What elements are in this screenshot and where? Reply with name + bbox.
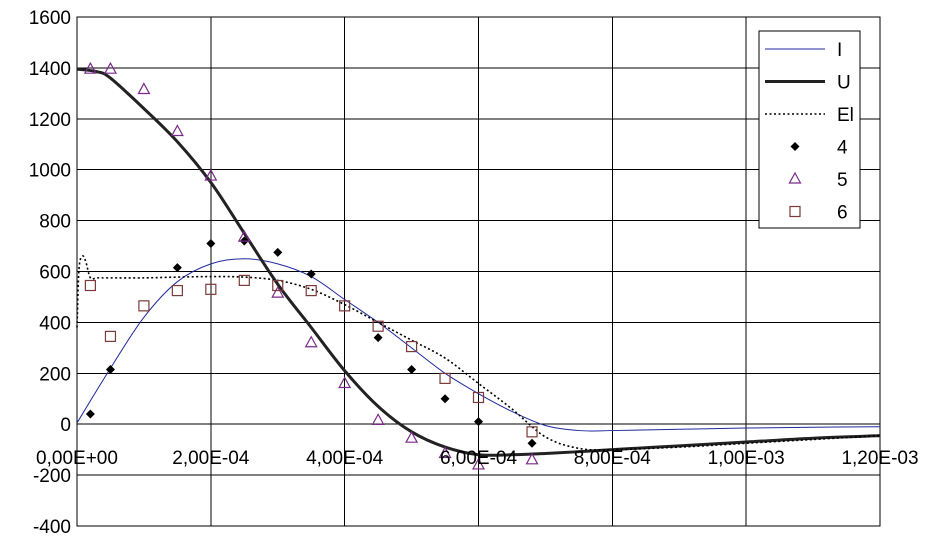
- legend-swatch: [790, 142, 800, 151]
- y-tick-label: 1400: [29, 59, 71, 80]
- data-point: [206, 239, 216, 249]
- data-point: [104, 330, 117, 342]
- data-point: [405, 430, 419, 443]
- x-tick-label: 0,00E+00: [36, 448, 118, 469]
- data-point: [138, 300, 150, 312]
- data-point: [204, 168, 218, 181]
- plot-border: [76, 16, 881, 527]
- legend-label: I: [837, 40, 842, 61]
- legend-label: 6: [837, 203, 848, 224]
- data-point: [103, 61, 117, 74]
- series-5: [83, 61, 539, 470]
- data-point: [237, 229, 251, 242]
- y-tick-label: 200: [39, 364, 71, 385]
- y-tick-label: 400: [39, 313, 71, 334]
- data-point: [338, 376, 352, 389]
- data-point: [474, 417, 483, 427]
- data-point: [83, 61, 97, 74]
- y-tick-label: 1600: [29, 8, 71, 29]
- grid: [76, 16, 881, 527]
- data-point: [105, 364, 115, 374]
- series-6: [84, 274, 538, 438]
- series-4: [85, 236, 537, 448]
- x-tick-label: 1,20E-03: [841, 448, 918, 469]
- y-tick-label: -200: [33, 466, 71, 487]
- x-tick-label: 8,00E-04: [574, 448, 652, 469]
- data-point: [339, 300, 351, 312]
- data-point: [272, 279, 284, 292]
- x-tick-label: 2,00E-04: [172, 448, 250, 469]
- data-point: [525, 452, 539, 465]
- data-point: [273, 247, 283, 257]
- data-point: [170, 124, 184, 137]
- legend-swatch: [789, 205, 801, 218]
- series-U: [76, 67, 881, 457]
- data-point: [527, 438, 537, 448]
- tick-labels: 1600 1400 1200 1000 800 600 400 200 0 -200 -400 0,0…: [29, 8, 919, 538]
- y-tick-label: 1200: [29, 110, 71, 131]
- legend-box: [758, 30, 861, 229]
- legend-item: U: [765, 73, 851, 94]
- legend-swatch: [788, 171, 802, 184]
- data-point: [271, 285, 285, 298]
- data-point: [205, 283, 217, 295]
- series-layer: [76, 61, 881, 470]
- x-tick-label: 4,00E-04: [306, 448, 384, 469]
- x-tick-label: 6,00E-04: [440, 448, 518, 469]
- legend-item: 4: [790, 138, 848, 159]
- data-point: [471, 457, 486, 470]
- data-point: [305, 284, 317, 297]
- data-point: [85, 409, 95, 419]
- data-point: [306, 269, 316, 279]
- legend-label: 4: [837, 138, 848, 159]
- data-point: [238, 274, 250, 287]
- data-point: [372, 320, 384, 332]
- data-point: [407, 364, 417, 374]
- series-I: [76, 258, 881, 432]
- data-point: [373, 333, 383, 343]
- data-point: [371, 413, 385, 425]
- y-tick-label: -400: [33, 517, 71, 538]
- data-point: [472, 391, 485, 404]
- y-tick-label: 0: [60, 415, 71, 436]
- legend-label: U: [837, 73, 851, 94]
- y-tick-label: 1000: [29, 161, 71, 182]
- series-line-I: [76, 258, 881, 432]
- legend-item: El: [765, 105, 854, 126]
- data-point: [171, 284, 183, 297]
- legend-item: I: [765, 40, 842, 61]
- data-point: [137, 82, 151, 95]
- data-point: [172, 263, 182, 273]
- legend: IU El 4 5 6: [758, 30, 861, 229]
- legend-item: 6: [789, 203, 848, 224]
- series-line-U: [76, 67, 881, 457]
- data-point: [84, 279, 96, 292]
- data-point: [438, 446, 452, 459]
- legend-label: 5: [837, 170, 848, 191]
- legend-label: El: [837, 105, 854, 126]
- data-point: [440, 394, 450, 404]
- x-tick-label: 1,00E-03: [708, 448, 785, 469]
- data-point: [439, 372, 451, 384]
- data-point: [405, 340, 418, 353]
- legend-item: 5: [788, 170, 848, 191]
- data-point: [304, 335, 318, 348]
- data-point: [526, 426, 538, 438]
- y-tick-label: 800: [39, 212, 71, 233]
- y-tick-label: 600: [39, 263, 71, 284]
